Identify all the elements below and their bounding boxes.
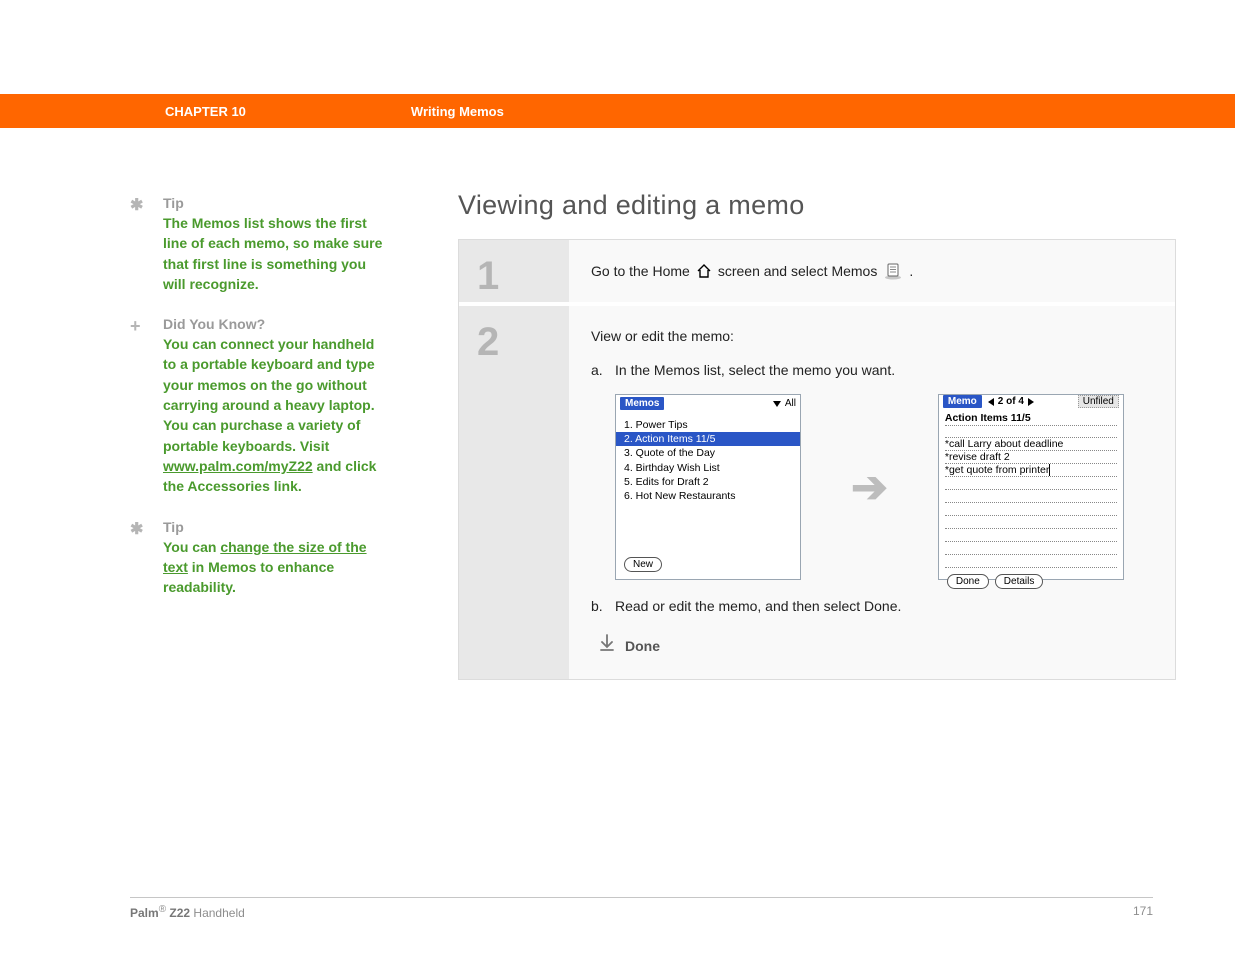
steps-container: 1 Go to the Home screen and select Memos: [458, 239, 1176, 680]
page-number: 171: [1133, 904, 1153, 920]
did-you-know-block: + Did You Know? You can connect your han…: [130, 316, 385, 496]
footer-brand: Palm® Z22 Handheld: [130, 904, 245, 920]
memo-line[interactable]: [945, 516, 1117, 529]
substep-letter: b.: [591, 598, 615, 614]
asterisk-icon: ✱: [130, 519, 143, 539]
step1-text-c: .: [909, 263, 913, 279]
step-body: Go to the Home screen and select Memos .: [569, 240, 1175, 302]
substep-b: b. Read or edit the memo, and then selec…: [591, 598, 1149, 614]
memo-body: Action Items 11/5 *call Larry about dead…: [939, 408, 1123, 568]
page-title: Viewing and editing a memo: [458, 190, 1176, 221]
done-indicator: Done: [599, 634, 1149, 657]
model-name: Z22: [166, 906, 190, 920]
step1-text-a: Go to the Home: [591, 263, 690, 279]
memo-list-item[interactable]: 3. Quote of the Day: [624, 446, 792, 460]
tip-heading: Tip: [163, 519, 385, 535]
step-number-col: 1: [459, 240, 569, 302]
memo-detail-title: Action Items 11/5: [945, 412, 1117, 426]
screen-title: Memos: [620, 397, 664, 410]
tip2-before: You can: [163, 539, 220, 555]
done-button[interactable]: Done: [947, 574, 989, 589]
next-icon[interactable]: [1028, 398, 1034, 406]
substep-a: a. In the Memos list, select the memo yo…: [591, 362, 1149, 378]
step-number: 1: [477, 256, 499, 296]
main-content: Viewing and editing a memo 1 Go to the H…: [458, 190, 1176, 680]
memo-line[interactable]: *get quote from printer: [945, 464, 1117, 477]
category-label: Unfiled: [1078, 395, 1119, 408]
memo-list-item[interactable]: 4. Birthday Wish List: [624, 461, 792, 475]
tip2-after: in Memos to enhance readability.: [163, 559, 334, 595]
memos-app-icon: [883, 262, 903, 280]
step-1: 1 Go to the Home screen and select Memos: [459, 240, 1175, 306]
memos-list-screen: Memos All 1. Power Tips2. Action Items 1…: [615, 394, 801, 580]
section-label: Writing Memos: [411, 104, 504, 119]
step-2: 2 View or edit the memo: a. In the Memos…: [459, 306, 1175, 679]
category-selector[interactable]: Unfiled: [1078, 395, 1119, 408]
dyk-link[interactable]: www.palm.com/myZ22: [163, 458, 313, 474]
memo-counter: 2 of 4: [998, 396, 1024, 407]
step-body: View or edit the memo: a. In the Memos l…: [569, 306, 1175, 679]
tip-block-1: ✱ Tip The Memos list shows the first lin…: [130, 195, 385, 294]
step-number: 2: [477, 322, 499, 362]
sidebar: ✱ Tip The Memos list shows the first lin…: [130, 195, 385, 619]
tip-body: The Memos list shows the first line of e…: [163, 213, 385, 294]
memo-line: [945, 427, 1117, 438]
brand-suffix: Handheld: [190, 906, 245, 920]
screen-title: Memo: [943, 395, 982, 408]
memo-list-item[interactable]: 1. Power Tips: [624, 418, 792, 432]
step1-text-b: screen and select Memos: [718, 263, 878, 279]
screen-footer: New: [616, 551, 800, 579]
memo-line[interactable]: *revise draft 2: [945, 451, 1117, 464]
step-number-col: 2: [459, 306, 569, 679]
step2-intro: View or edit the memo:: [591, 328, 1149, 344]
memo-list-item[interactable]: 2. Action Items 11/5: [616, 432, 800, 446]
memo-line[interactable]: [945, 503, 1117, 516]
memo-line[interactable]: [945, 490, 1117, 503]
memo-line[interactable]: [945, 529, 1117, 542]
screen-footer: Done Details: [939, 568, 1123, 596]
arrow-right-icon: ➔: [851, 462, 888, 513]
screen-header: Memos All: [616, 395, 800, 412]
asterisk-icon: ✱: [130, 195, 143, 215]
prev-icon[interactable]: [988, 398, 994, 406]
memo-line[interactable]: [945, 542, 1117, 555]
page-footer: Palm® Z22 Handheld 171: [130, 897, 1153, 920]
dyk-text-before: You can connect your handheld to a porta…: [163, 336, 375, 453]
tip-block-2: ✱ Tip You can change the size of the tex…: [130, 519, 385, 598]
memo-list-item[interactable]: 5. Edits for Draft 2: [624, 475, 792, 489]
details-button[interactable]: Details: [995, 574, 1044, 589]
memo-detail-screen: Memo 2 of 4 Unfiled Action Items 1: [938, 394, 1124, 580]
tip-body: You can change the size of the text in M…: [163, 537, 385, 598]
dyk-body: You can connect your handheld to a porta…: [163, 334, 385, 496]
plus-icon: +: [130, 316, 141, 337]
memo-line[interactable]: [945, 555, 1117, 568]
substep-text: Read or edit the memo, and then select D…: [615, 598, 901, 614]
done-label: Done: [625, 638, 660, 654]
dropdown-icon: [773, 401, 781, 407]
home-icon: [696, 263, 712, 279]
new-button[interactable]: New: [624, 557, 662, 572]
screen-header: Memo 2 of 4 Unfiled: [939, 395, 1123, 408]
category-selector[interactable]: All: [773, 398, 796, 409]
memo-line[interactable]: [945, 477, 1117, 490]
screenshot-row: Memos All 1. Power Tips2. Action Items 1…: [615, 394, 1149, 580]
memo-line[interactable]: *call Larry about deadline: [945, 438, 1117, 451]
substep-letter: a.: [591, 362, 615, 378]
tip-heading: Tip: [163, 195, 385, 211]
reg-mark: ®: [159, 904, 166, 915]
memo-list-item[interactable]: 6. Hot New Restaurants: [624, 489, 792, 503]
category-label: All: [785, 398, 796, 409]
dyk-heading: Did You Know?: [163, 316, 385, 332]
brand-name: Palm: [130, 906, 159, 920]
down-arrow-icon: [599, 634, 615, 657]
chapter-label: CHAPTER 10: [165, 104, 246, 119]
chapter-header: CHAPTER 10 Writing Memos: [0, 94, 1235, 128]
substep-text: In the Memos list, select the memo you w…: [615, 362, 895, 378]
memo-list: 1. Power Tips2. Action Items 11/53. Quot…: [616, 412, 800, 551]
